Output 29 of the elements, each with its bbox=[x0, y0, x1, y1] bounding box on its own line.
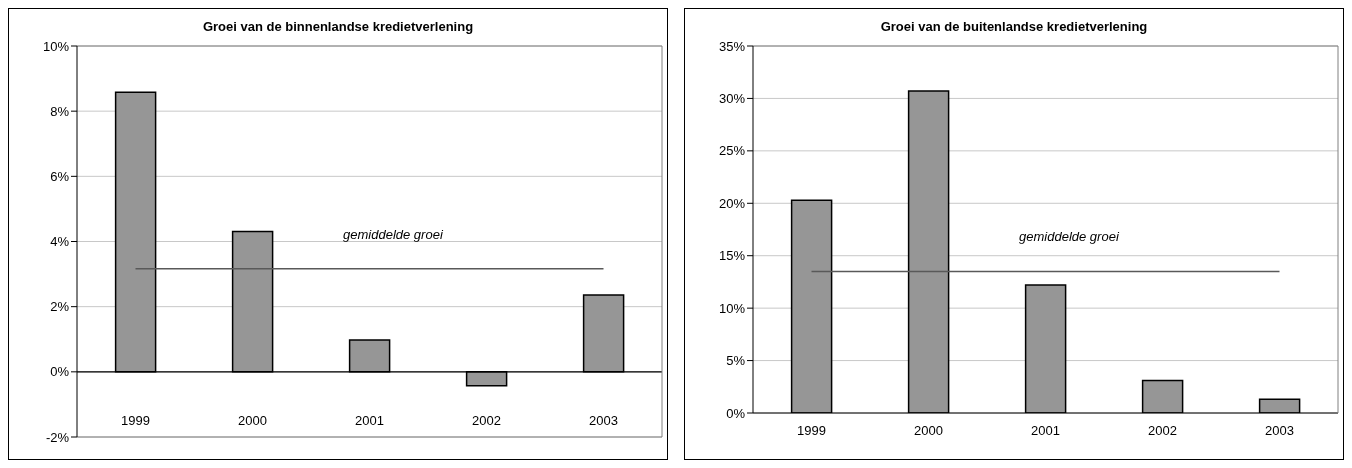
x-tick-label: 2001 bbox=[1031, 423, 1060, 438]
x-tick-label: 2003 bbox=[1265, 423, 1294, 438]
y-tick-label: -2% bbox=[45, 429, 70, 445]
y-tick-label: 10% bbox=[42, 38, 70, 54]
ref-line-label: gemiddelde groei bbox=[343, 226, 444, 242]
y-tick-label: 5% bbox=[726, 353, 746, 369]
x-tick-label: 2003 bbox=[589, 413, 618, 428]
y-tick-label: 15% bbox=[718, 248, 746, 264]
chart-title: Groei van de buitenlandse kredietverlening bbox=[879, 19, 1149, 34]
x-tick-label: 2001 bbox=[355, 413, 384, 428]
y-tick-label: 10% bbox=[718, 300, 746, 316]
y-tick-label: 20% bbox=[718, 195, 746, 211]
y-tick-label: 4% bbox=[50, 234, 70, 250]
y-tick-label: 35% bbox=[718, 38, 746, 54]
y-tick-label: 8% bbox=[50, 103, 70, 119]
y-tick-label: 2% bbox=[50, 299, 70, 315]
y-tick-label: 0% bbox=[50, 364, 70, 380]
ref-line-label: gemiddelde groei bbox=[1019, 229, 1120, 245]
y-tick-label: 25% bbox=[718, 143, 746, 159]
x-tick-label: 1999 bbox=[121, 413, 150, 428]
x-tick-label: 2000 bbox=[238, 413, 267, 428]
y-tick-label: 30% bbox=[718, 91, 746, 107]
y-tick-label: 6% bbox=[50, 168, 70, 184]
x-tick-label: 1999 bbox=[797, 423, 826, 438]
y-tick-label: 0% bbox=[726, 405, 746, 421]
x-tick-label: 2000 bbox=[914, 423, 943, 438]
x-tick-label: 2002 bbox=[472, 413, 501, 428]
x-tick-label: 2002 bbox=[1148, 423, 1177, 438]
chart-title: Groei van de binnenlandse kredietverlening bbox=[201, 19, 475, 34]
